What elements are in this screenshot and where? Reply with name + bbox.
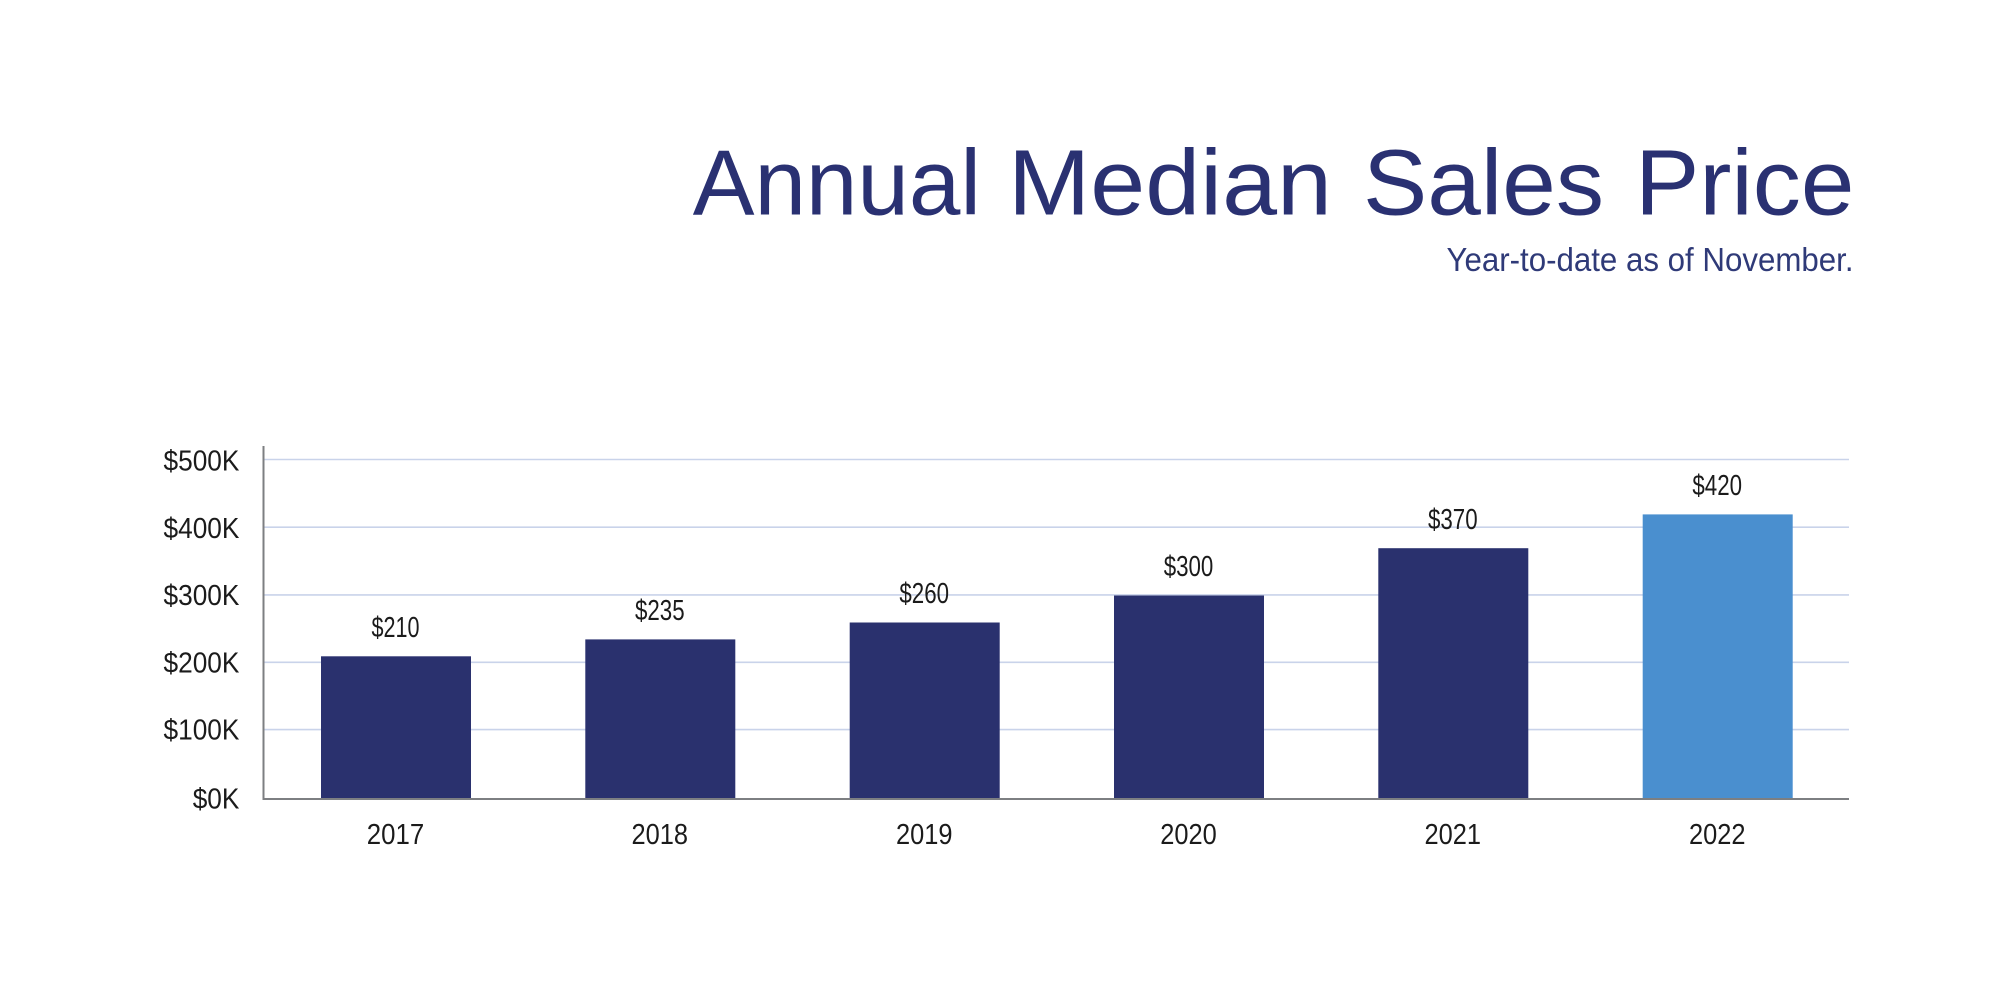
svg-text:Median: Median	[1008, 130, 1332, 234]
svg-text:Annual: Annual	[693, 130, 981, 234]
svg-text:$500K: $500K	[164, 445, 240, 477]
svg-text:Year-to-date as of November.: Year-to-date as of November.	[1447, 241, 1854, 279]
svg-text:Price: Price	[1635, 130, 1854, 234]
svg-text:$235: $235	[635, 595, 685, 627]
svg-text:$210: $210	[372, 612, 420, 644]
svg-text:$400K: $400K	[164, 513, 240, 545]
svg-text:2018: 2018	[632, 819, 689, 851]
svg-text:2017: 2017	[367, 819, 424, 851]
svg-text:$0K: $0K	[193, 783, 240, 815]
svg-text:$260: $260	[899, 578, 949, 610]
svg-text:2020: 2020	[1160, 819, 1217, 851]
svg-text:2022: 2022	[1689, 819, 1746, 851]
svg-text:2019: 2019	[896, 819, 953, 851]
svg-text:$300: $300	[1164, 551, 1214, 583]
svg-text:$420: $420	[1692, 470, 1742, 502]
svg-text:$200K: $200K	[164, 647, 240, 679]
svg-text:$100K: $100K	[164, 715, 240, 747]
svg-text:$300K: $300K	[164, 580, 240, 612]
svg-text:Sales: Sales	[1363, 130, 1604, 234]
svg-text:$370: $370	[1428, 504, 1478, 536]
svg-text:2021: 2021	[1425, 819, 1482, 851]
